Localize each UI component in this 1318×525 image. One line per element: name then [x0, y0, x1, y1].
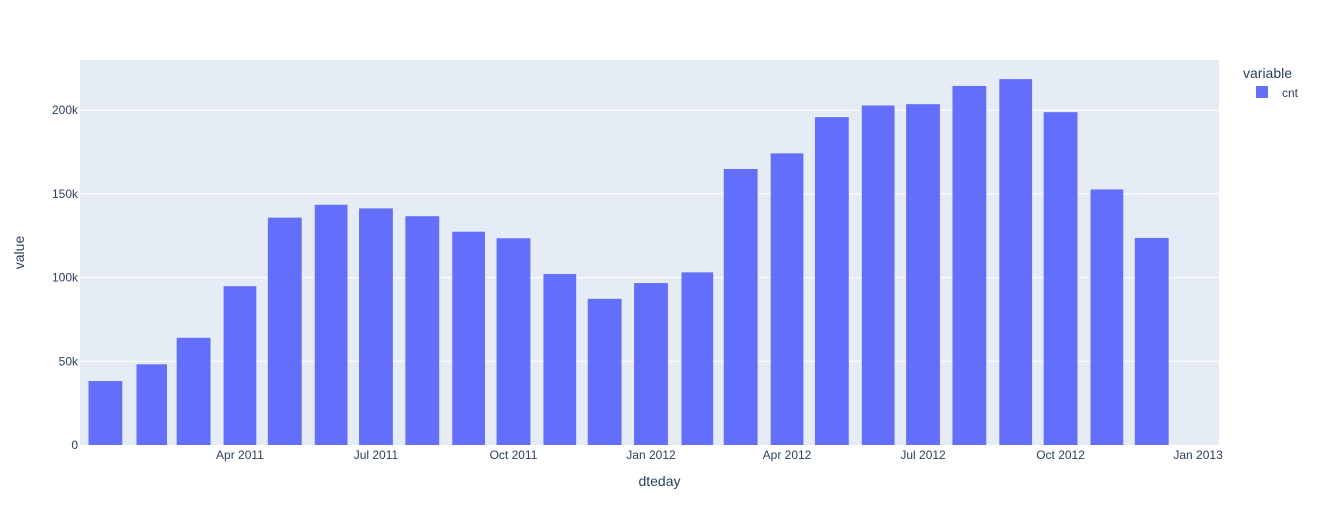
bars: [88, 79, 1169, 446]
x-tick-label: Oct 2012: [1036, 448, 1085, 462]
x-axis-ticks: Apr 2011 Jul 2011 Oct 2011 Jan 2012 Apr 2012…: [216, 448, 1223, 462]
bar[interactable]: [359, 208, 393, 445]
y-tick-label: 0: [71, 438, 78, 452]
y-axis-title: value: [11, 236, 27, 270]
x-tick-label: Jan 2013: [1173, 448, 1223, 462]
bar[interactable]: [223, 286, 257, 445]
bar[interactable]: [405, 216, 440, 445]
bar[interactable]: [952, 85, 987, 446]
y-tick-label: 150k: [52, 187, 79, 201]
x-tick-label: Jul 2012: [900, 448, 946, 462]
bar[interactable]: [543, 273, 577, 445]
bar[interactable]: [1090, 189, 1124, 445]
bar[interactable]: [999, 79, 1033, 445]
legend-swatch-cnt[interactable]: [1256, 86, 1268, 98]
y-tick-label: 100k: [52, 271, 79, 285]
x-tick-label: Jul 2011: [354, 448, 399, 462]
bar[interactable]: [587, 298, 622, 445]
bar[interactable]: [906, 104, 940, 445]
bar[interactable]: [634, 283, 668, 445]
bar[interactable]: [681, 272, 714, 445]
x-tick-label: Apr 2011: [216, 448, 264, 462]
bar[interactable]: [1043, 112, 1078, 445]
bar[interactable]: [314, 204, 348, 445]
x-axis-title: dteday: [638, 473, 680, 489]
y-tick-label: 50k: [59, 354, 79, 368]
legend-label-cnt[interactable]: cnt: [1282, 86, 1299, 100]
bar[interactable]: [1134, 237, 1169, 445]
x-tick-label: Oct 2011: [490, 448, 538, 462]
x-tick-label: Apr 2012: [763, 448, 812, 462]
bar[interactable]: [496, 238, 531, 445]
y-axis-ticks: 0 50k 100k 150k 200k: [52, 103, 79, 452]
bar[interactable]: [814, 117, 849, 445]
bar[interactable]: [176, 337, 211, 445]
bar[interactable]: [267, 217, 302, 445]
legend[interactable]: variable cnt: [1243, 65, 1299, 100]
y-tick-label: 200k: [52, 103, 79, 117]
legend-title: variable: [1243, 65, 1292, 81]
bar[interactable]: [452, 231, 486, 445]
bar[interactable]: [136, 364, 168, 445]
x-tick-label: Jan 2012: [626, 448, 676, 462]
bar[interactable]: [861, 105, 895, 445]
bar[interactable]: [88, 381, 123, 445]
bar[interactable]: [770, 153, 804, 445]
bar[interactable]: [723, 169, 758, 445]
